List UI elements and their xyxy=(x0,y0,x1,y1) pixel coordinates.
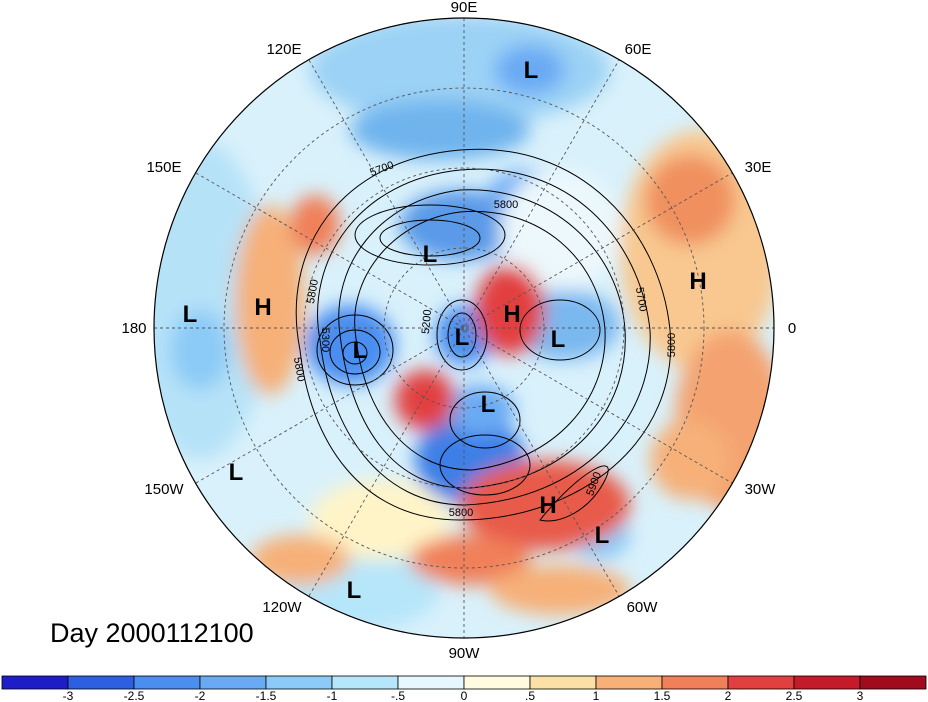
colorbar-swatch xyxy=(67,675,135,690)
colorbar-swatch xyxy=(727,675,795,690)
longitude-label: 120E xyxy=(266,41,301,58)
contour-value-label: 5800 xyxy=(449,507,473,519)
colorbar-swatch xyxy=(529,675,597,690)
longitude-label: 30E xyxy=(745,159,772,176)
colorbar-tick-label: 2 xyxy=(725,689,732,702)
contour-value-label: 5800 xyxy=(494,199,518,211)
colorbar-swatch xyxy=(199,675,267,690)
colorbar-swatch xyxy=(1,675,69,690)
longitude-label: 180 xyxy=(121,320,146,337)
colorbar-tick-label: -1 xyxy=(327,689,338,702)
longitude-label: 90E xyxy=(451,0,478,16)
pressure-centers: L L L L L L L L L L H H H H xyxy=(183,57,707,604)
contour-value-label: 5300 xyxy=(319,328,331,352)
colorbar-tick-label: 0 xyxy=(461,689,468,702)
colorbar-tick-label: -3 xyxy=(63,689,74,702)
colorbar-tick-label: 3 xyxy=(857,689,864,702)
longitude-label: 90W xyxy=(449,645,481,662)
contour-value-label: 5700 xyxy=(633,286,649,312)
colorbar-swatch xyxy=(595,675,663,690)
colorbar-swatch xyxy=(463,675,531,690)
colorbar-swatch xyxy=(265,675,333,690)
colorbar-tick-label: 1 xyxy=(593,689,600,702)
map-border xyxy=(153,17,775,639)
colorbar-tick-label: -2.5 xyxy=(124,689,145,702)
low-center-marker: L xyxy=(595,522,610,549)
low-center-marker: L xyxy=(481,391,496,418)
colorbar-tick-label: -2 xyxy=(195,689,206,702)
low-center-marker: L xyxy=(524,57,539,84)
longitude-label: 150W xyxy=(144,481,184,498)
contour-value-label: 5800 xyxy=(291,356,307,382)
low-center-marker: L xyxy=(551,326,566,353)
colorbar-swatch xyxy=(859,675,927,690)
contour-value-label: 5200 xyxy=(420,309,434,334)
longitude-label: 150E xyxy=(146,159,181,176)
colorbar-tick-label: -.5 xyxy=(391,689,405,702)
low-center-marker: L xyxy=(229,459,244,486)
colorbar: -3 -2.5 -2 -1.5 -1 -.5 0 .5 1 1.5 2 2.5 3 xyxy=(1,675,927,702)
high-center-marker: H xyxy=(689,268,706,295)
low-center-marker: L xyxy=(455,324,470,351)
colorbar-swatch xyxy=(133,675,201,690)
longitude-label: 60W xyxy=(627,599,659,616)
high-center-marker: H xyxy=(254,294,271,321)
high-center-marker: H xyxy=(539,492,556,519)
height-contours xyxy=(295,148,672,522)
colorbar-tick-label: 1.5 xyxy=(654,689,671,702)
colorbar-swatch xyxy=(793,675,861,690)
day-label: Day 2000112100 xyxy=(50,618,254,648)
longitude-labels: 90E 60E 30E 0 30W 60W 90W 120W 150W 180 150E 120E xyxy=(121,0,796,662)
longitude-label: 60E xyxy=(625,41,652,58)
high-center-marker: H xyxy=(503,301,520,328)
contour-value-label: 5800 xyxy=(305,278,321,304)
low-center-marker: L xyxy=(423,241,438,268)
graticule xyxy=(154,18,774,638)
low-center-marker: L xyxy=(353,337,368,364)
contour-value-label: 5800 xyxy=(666,333,678,357)
colorbar-swatch xyxy=(661,675,729,690)
colorbar-tick-label: 2.5 xyxy=(786,689,803,702)
low-center-marker: L xyxy=(183,301,198,328)
longitude-label: 120W xyxy=(262,599,302,616)
longitude-label: 30W xyxy=(745,481,777,498)
colorbar-swatch xyxy=(397,675,465,690)
colorbar-tick-label: .5 xyxy=(525,689,535,702)
colorbar-tick-label: -1.5 xyxy=(256,689,277,702)
longitude-label: 0 xyxy=(788,320,796,337)
colorbar-swatch xyxy=(331,675,399,690)
low-center-marker: L xyxy=(347,577,362,604)
